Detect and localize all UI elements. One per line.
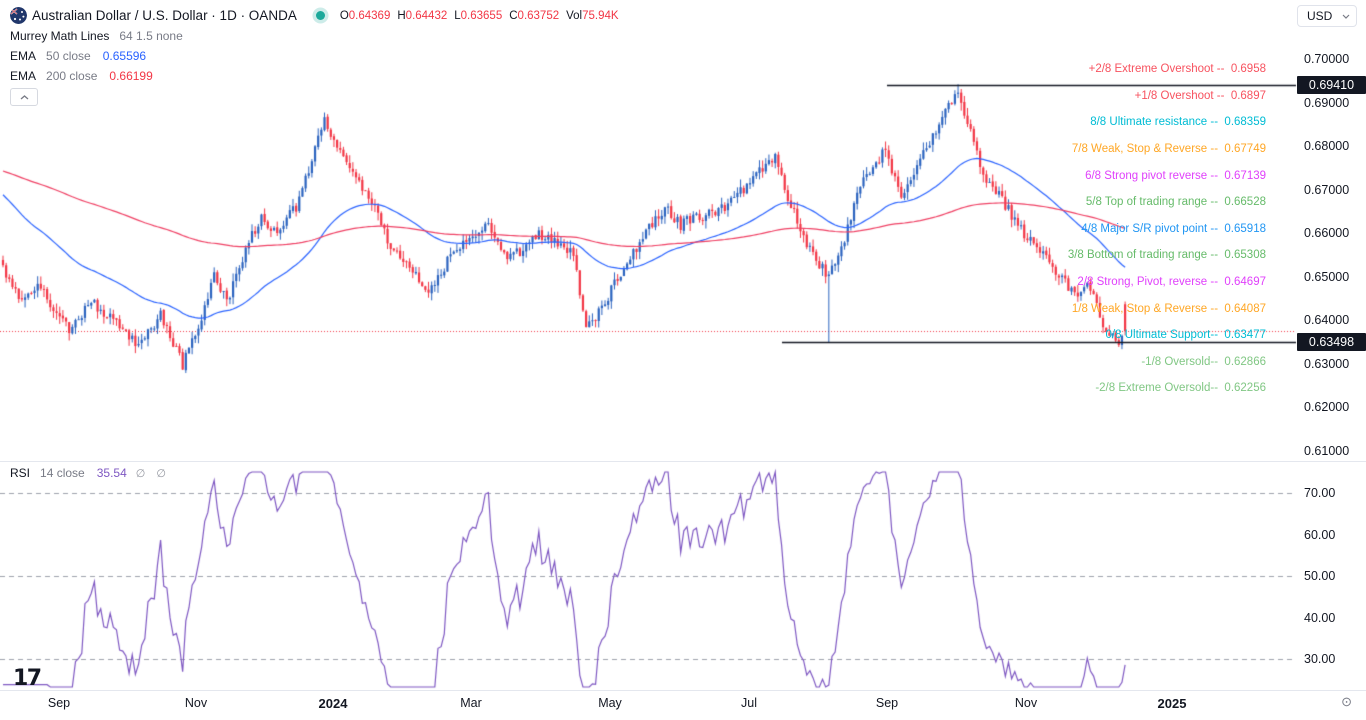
chevron-down-icon xyxy=(1342,14,1350,19)
close-value: 0.63752 xyxy=(517,9,560,22)
price-badge: 0.63498 xyxy=(1297,333,1366,352)
pane-separator[interactable] xyxy=(0,461,1366,462)
symbol-row[interactable]: Australian Dollar / U.S. Dollar · 1D · O… xyxy=(10,6,619,25)
volume-label: Vol xyxy=(566,9,583,22)
time-tick: Nov xyxy=(184,696,208,710)
price-tick: 0.61000 xyxy=(1304,444,1350,458)
rsi-tick: 50.00 xyxy=(1304,569,1336,583)
open-value: 0.64369 xyxy=(348,9,391,22)
rsi-value: 35.54 xyxy=(96,466,127,480)
price-tick: 0.68000 xyxy=(1304,139,1350,154)
murrey-indicator-params: 64 1.5 none xyxy=(119,28,183,43)
symbol-title: Australian Dollar / U.S. Dollar · 1D · O… xyxy=(32,8,297,23)
murrey-indicator-name: Murrey Math Lines xyxy=(10,28,110,43)
collapse-legend-button[interactable] xyxy=(10,88,38,106)
price-tick: 0.64000 xyxy=(1304,313,1350,328)
time-tick: 2025 xyxy=(1157,696,1187,711)
rsi-name: RSI xyxy=(10,466,31,480)
ema50-value: 0.65596 xyxy=(102,48,147,63)
rsi-params: 14 close xyxy=(40,466,85,480)
ema50-name: EMA xyxy=(10,48,37,63)
price-tick: 0.65000 xyxy=(1304,269,1350,284)
rsi-tick: 60.00 xyxy=(1304,527,1336,542)
high-value: 0.64432 xyxy=(405,9,448,22)
price-tick: 0.67000 xyxy=(1304,182,1350,197)
price-tick: 0.69000 xyxy=(1304,95,1350,110)
price-tick: 0.70000 xyxy=(1304,52,1350,66)
rsi-tick: 70.00 xyxy=(1304,486,1336,500)
open-label: O xyxy=(339,9,349,22)
time-tick: 2024 xyxy=(318,696,348,711)
rsi-tick: 40.00 xyxy=(1304,610,1336,625)
indicator-row-murrey[interactable]: Murrey Math Lines 64 1.5 none xyxy=(10,26,619,45)
time-axis-separator xyxy=(0,690,1366,691)
ema200-name: EMA xyxy=(10,68,37,83)
ema200-params: 200 close xyxy=(46,68,98,83)
ema50-params: 50 close xyxy=(46,48,91,63)
time-tick: May xyxy=(598,696,622,710)
currency-dropdown[interactable]: USD xyxy=(1297,5,1357,27)
ohlc-values: O0.64369 H0.64432 L0.63655 C0.63752 Vol7… xyxy=(340,10,619,22)
ema200-value: 0.66199 xyxy=(109,68,153,83)
australia-flag-icon xyxy=(10,7,27,24)
high-label: H xyxy=(397,9,406,22)
time-tick: Mar xyxy=(460,696,482,710)
time-tick: Sep xyxy=(47,696,71,710)
time-tick: Sep xyxy=(875,696,899,710)
price-badge: 0.69410 xyxy=(1297,75,1366,94)
time-tick: Nov xyxy=(1014,696,1038,710)
clock-icon[interactable]: ⊙ xyxy=(1341,694,1352,709)
rsi-empty-set-icons: ∅ ∅ xyxy=(135,467,170,480)
low-value: 0.63655 xyxy=(460,9,503,22)
volume-value: 75.94K xyxy=(582,9,619,22)
indicator-row-rsi[interactable]: RSI 14 close 35.54 ∅ ∅ xyxy=(10,466,170,480)
rsi-tick: 30.00 xyxy=(1304,652,1336,666)
indicator-row-ema200[interactable]: EMA 200 close 0.66199 xyxy=(10,66,619,85)
close-label: C xyxy=(509,9,518,22)
low-label: L xyxy=(454,9,461,22)
price-tick: 0.63000 xyxy=(1304,356,1350,371)
tradingview-logo[interactable]: 17 xyxy=(13,666,42,691)
price-tick: 0.62000 xyxy=(1304,400,1350,415)
price-tick: 0.66000 xyxy=(1304,226,1350,241)
market-status-dot[interactable] xyxy=(315,11,325,20)
time-tick: Jul xyxy=(741,696,757,710)
legend: Australian Dollar / U.S. Dollar · 1D · O… xyxy=(10,6,619,106)
indicator-row-ema50[interactable]: EMA 50 close 0.65596 xyxy=(10,46,619,65)
currency-dropdown-label: USD xyxy=(1307,9,1333,23)
